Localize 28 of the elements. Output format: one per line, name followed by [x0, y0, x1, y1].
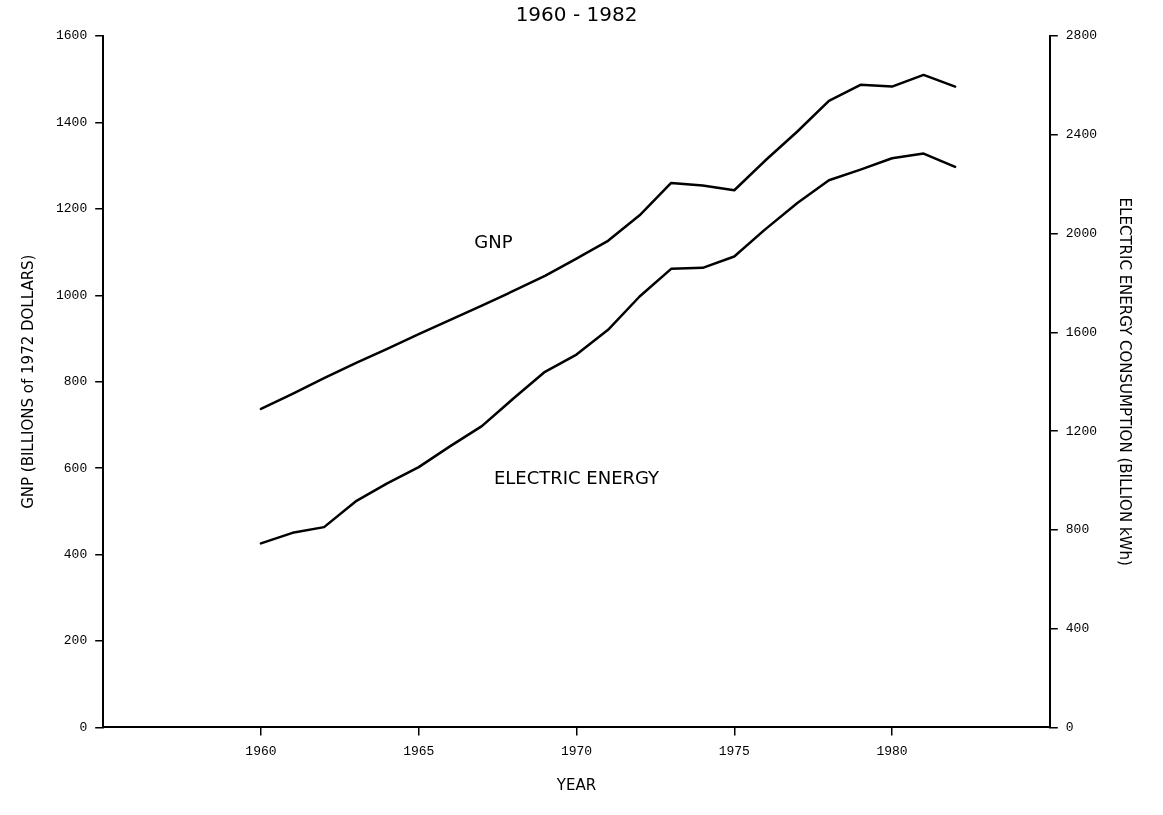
- x-tick-label: 1980: [876, 743, 908, 759]
- y-tick-label: 600: [63, 460, 88, 476]
- y2-tick-label: 2800: [1065, 28, 1098, 44]
- y2-tick-label: 1600: [1065, 324, 1098, 340]
- x-tick-label: 1960: [245, 743, 277, 759]
- y-tick-label: 1400: [55, 114, 88, 130]
- y2-tick-label: 400: [1065, 621, 1090, 637]
- x-tick-label: 1970: [560, 743, 593, 759]
- chart-title: 1960 - 1982: [515, 2, 638, 27]
- y-tick-label: 200: [63, 633, 88, 649]
- y-tick-label: 400: [63, 546, 88, 562]
- y-axis-title: GNP (BILLIONS of 1972 DOLLARS): [18, 254, 37, 509]
- y2-tick-label: 2400: [1065, 127, 1098, 143]
- y-tick-label: 1200: [55, 201, 88, 217]
- y2-tick-label: 1200: [1065, 423, 1098, 439]
- x-tick-label: 1975: [718, 743, 750, 759]
- series-label: GNP: [474, 230, 513, 252]
- y-tick-label: 1600: [55, 28, 88, 44]
- y-tick-label: 0: [79, 719, 88, 735]
- y2-tick-label: 2000: [1065, 225, 1098, 241]
- x-tick-label: 1965: [403, 743, 435, 759]
- y2-axis-title: ELECTRIC ENERGY CONSUMPTION (BILLION kWh): [1116, 197, 1135, 566]
- text: ELECTRIC ENERGY: [493, 467, 661, 489]
- y-tick-label: 800: [63, 374, 88, 390]
- y2-tick-label: 0: [1065, 719, 1074, 735]
- x-axis-title: YEAR: [555, 775, 597, 794]
- y2-tick-label: 800: [1065, 522, 1090, 538]
- y-tick-label: 1000: [55, 287, 88, 303]
